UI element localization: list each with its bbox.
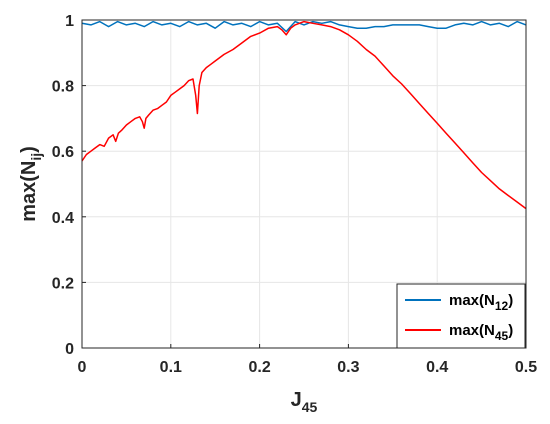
y-tick-label: 0.2 <box>52 275 74 292</box>
series-line-2 <box>81 20 527 210</box>
ticks: 0 0.1 0.2 0.3 0.4 0.5 0 0.2 0.4 0.6 0.8 1 <box>52 13 537 376</box>
legend: max(N12) max(N45) <box>396 283 526 349</box>
legend-label-series-1: max(N12) <box>449 292 513 313</box>
x-tick-label: 0.3 <box>337 359 359 376</box>
x-tick-label: 0.4 <box>426 359 448 376</box>
series-line-1 <box>81 20 527 33</box>
legend-label-series-2: max(N45) <box>449 322 513 343</box>
x-axis-label-subscript: 45 <box>302 399 318 415</box>
legend-box <box>396 283 526 349</box>
y-axis-label: max(Nij) <box>18 146 44 222</box>
y-tick-label: 0 <box>65 341 74 358</box>
x-tick-label: 0 <box>78 359 87 376</box>
y-tick-label: 0.4 <box>52 210 74 227</box>
y-tick-label: 1 <box>65 13 74 30</box>
x-axis-label: J45 <box>291 389 318 415</box>
x-tick-label: 0.2 <box>248 359 270 376</box>
x-tick-label: 0.1 <box>160 359 182 376</box>
plot-area-frame <box>81 19 527 349</box>
series-layer <box>81 20 527 210</box>
grid <box>81 19 527 349</box>
x-tick-label: 0.5 <box>515 359 537 376</box>
y-axis-label-subscript: ij <box>28 153 44 161</box>
y-tick-label: 0.8 <box>52 79 74 96</box>
y-tick-label: 0.6 <box>52 144 74 161</box>
